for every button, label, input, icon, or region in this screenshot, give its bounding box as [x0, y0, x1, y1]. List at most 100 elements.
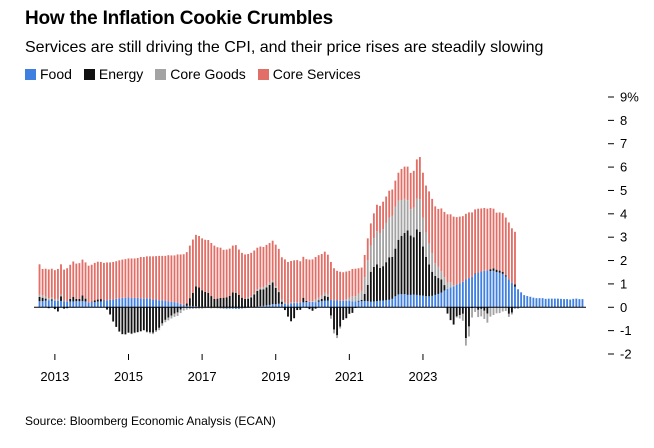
bar-food — [90, 302, 93, 308]
bar-energy — [495, 269, 498, 272]
bar-core-services — [204, 239, 207, 292]
bar-energy — [326, 296, 329, 301]
bar-food — [345, 300, 348, 308]
bar-energy — [501, 271, 504, 274]
bar-energy — [41, 297, 44, 302]
bar-core-goods — [388, 217, 391, 258]
bar-energy — [385, 262, 388, 301]
bar-core-services — [333, 268, 335, 301]
bar-food — [170, 301, 173, 308]
bar-energy — [483, 307, 486, 311]
bar-food — [317, 301, 320, 308]
bar-core-services — [437, 208, 440, 267]
bar-energy — [201, 290, 204, 307]
bar-food — [535, 298, 538, 308]
bar-core-services — [474, 209, 477, 274]
bar-core-services — [455, 217, 458, 285]
bar-core-services — [207, 239, 210, 293]
y-tick-label: 9% — [620, 90, 639, 105]
bar-energy — [247, 298, 250, 308]
bar-core-services — [280, 257, 283, 300]
bar-food — [241, 307, 243, 309]
bar-food — [495, 271, 498, 308]
bar-core-services — [44, 268, 47, 297]
bar-food — [541, 298, 544, 308]
bar-core-goods — [357, 293, 360, 301]
bar-food — [173, 302, 176, 308]
bar-food — [348, 300, 351, 308]
bar-energy — [280, 301, 283, 305]
bar-energy — [268, 284, 271, 305]
bar-core-services — [446, 214, 449, 283]
bar-core-goods — [173, 313, 176, 317]
bar-food — [415, 294, 418, 308]
bar-energy — [409, 235, 412, 295]
bar-energy — [112, 307, 115, 322]
x-tick-label: 2021 — [335, 369, 364, 384]
bar-core-services — [468, 212, 470, 279]
bar-core-goods — [38, 294, 41, 297]
bar-core-goods — [440, 271, 443, 280]
bar-food — [544, 298, 547, 308]
bar-food — [354, 301, 357, 308]
bar-energy — [363, 293, 366, 301]
bar-core-services — [507, 222, 510, 280]
bar-food — [360, 301, 363, 308]
bar-food — [72, 301, 75, 308]
bar-core-goods — [406, 200, 409, 231]
bar-food — [446, 288, 449, 308]
bar-energy — [299, 307, 302, 310]
bar-core-goods — [339, 326, 342, 329]
bar-core-services — [158, 255, 161, 301]
bar-energy — [486, 307, 489, 314]
bar-food — [342, 300, 345, 308]
bar-energy — [63, 307, 65, 309]
bar-energy — [369, 271, 372, 302]
bar-core-goods — [41, 295, 44, 298]
bar-food — [394, 296, 397, 308]
bar-core-services — [96, 261, 99, 300]
bar-core-goods — [198, 307, 200, 309]
bar-core-goods — [391, 215, 394, 257]
bar-food — [87, 302, 90, 308]
bar-core-services — [464, 213, 467, 280]
bar-core-services — [112, 261, 115, 300]
bar-energy — [388, 257, 391, 300]
bar-core-goods — [176, 312, 179, 316]
bar-food — [517, 289, 519, 308]
bar-energy — [443, 285, 446, 291]
bar-energy — [287, 307, 289, 317]
bar-energy — [167, 307, 170, 318]
bar-core-services — [152, 256, 154, 300]
bar-core-services — [87, 265, 90, 303]
bar-energy — [403, 232, 406, 295]
bar-energy — [311, 307, 314, 311]
bar-energy — [455, 307, 458, 317]
bar-food — [372, 301, 375, 308]
bar-energy — [259, 289, 262, 307]
bar-food — [560, 298, 562, 308]
bar-core-services — [155, 256, 158, 300]
bar-energy — [50, 299, 53, 301]
bar-core-services — [284, 259, 286, 303]
bar-core-goods — [253, 293, 256, 295]
bar-core-goods — [280, 299, 283, 302]
bar-food — [161, 300, 164, 308]
y-tick-label: 0 — [620, 300, 627, 315]
bar-core-services — [495, 212, 498, 270]
bar-energy — [188, 298, 191, 306]
bar-energy — [400, 235, 403, 295]
bar-food — [164, 300, 167, 308]
bar-food — [563, 299, 565, 308]
bar-energy — [198, 287, 200, 307]
bar-core-goods — [517, 307, 519, 309]
bar-core-services — [320, 254, 323, 296]
bar-energy — [136, 307, 139, 333]
bar-food — [188, 305, 191, 308]
x-tick-label: 2017 — [188, 369, 217, 384]
bar-energy — [219, 297, 222, 308]
bar-food — [225, 307, 228, 309]
bar-food — [486, 270, 489, 308]
bar-core-goods — [60, 294, 62, 297]
bar-food — [409, 294, 412, 308]
